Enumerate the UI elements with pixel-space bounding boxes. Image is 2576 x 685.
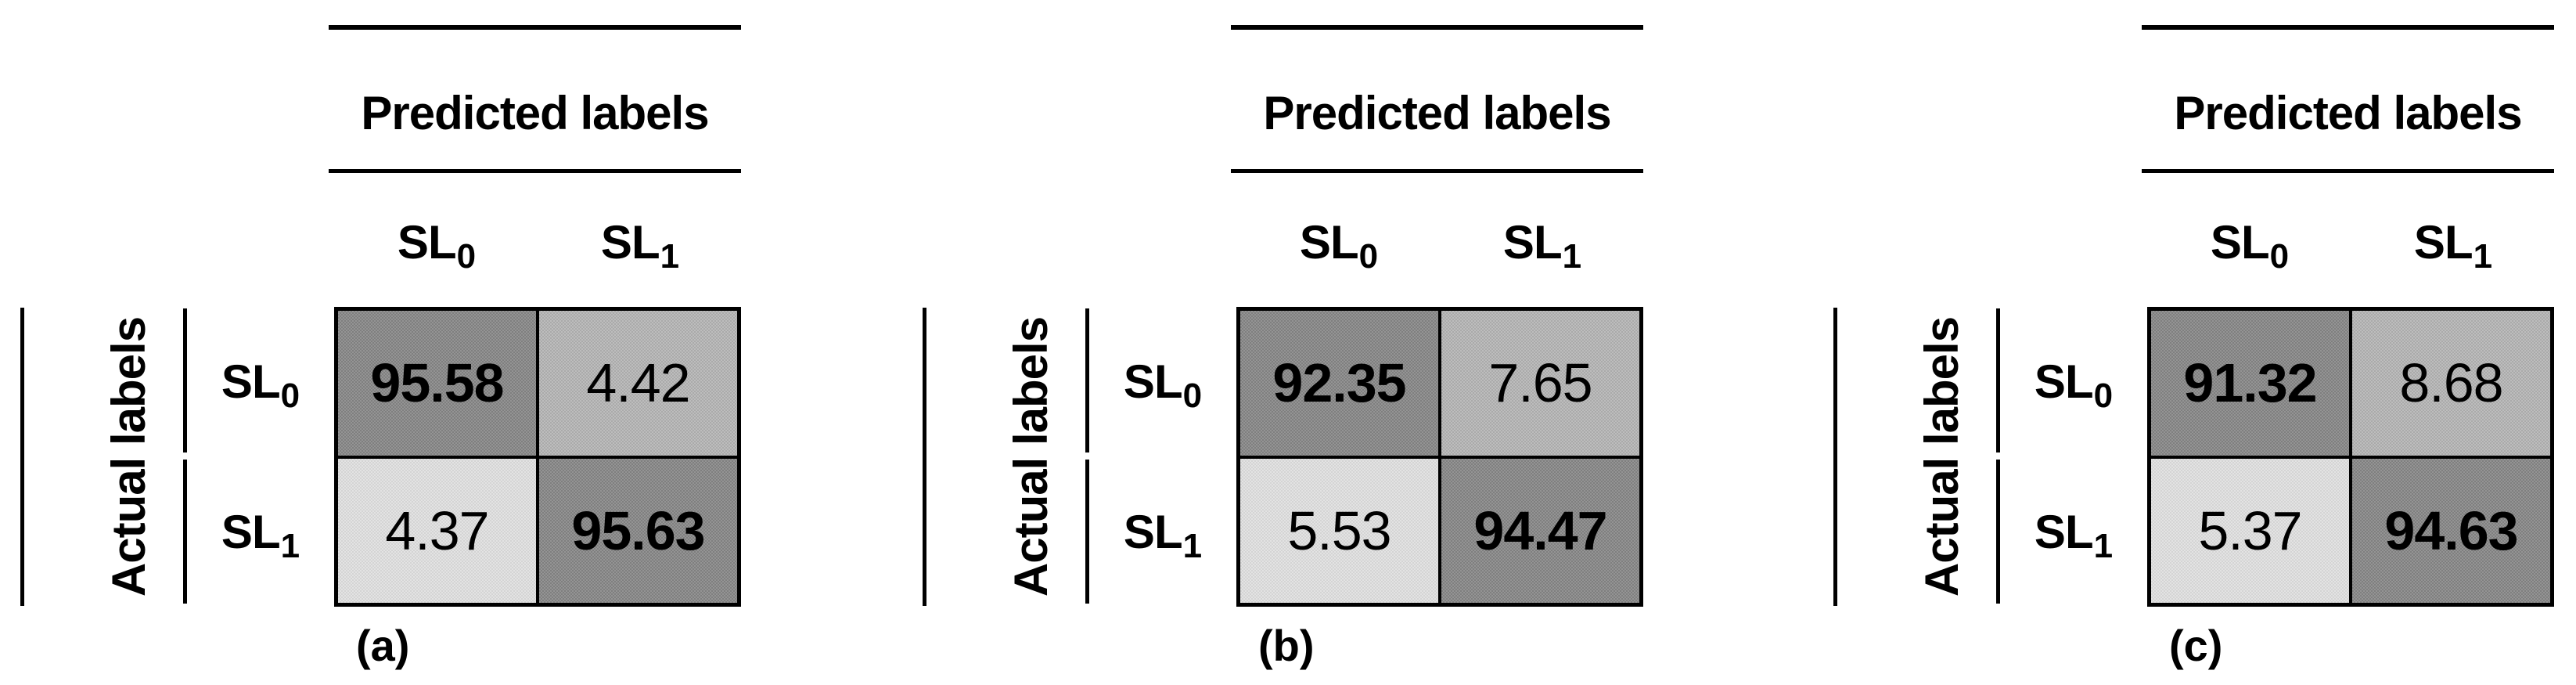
actual-axis-title-text: Actual labels [1005, 316, 1058, 597]
col-header-sl0: SL 0 [397, 216, 476, 276]
row-header-base: SL [2034, 355, 2094, 408]
row-label-rule-top [1996, 308, 2000, 452]
confusion-matrix-panel-a: Predicted labels SL 0 SL 1 Actual labels S… [0, 0, 833, 685]
confusion-matrix-grid: 92.35 7.65 5.53 94.47 [1236, 307, 1643, 607]
row-header-base: SL [221, 355, 281, 408]
col-header-base: SL [1299, 216, 1359, 269]
row-header-base: SL [1123, 355, 1183, 408]
matrix-cell-r0c1: 8.68 [2351, 309, 2552, 457]
matrix-cell-r0c0: 92.35 [1239, 309, 1440, 457]
col-header-sl0: SL 0 [1299, 216, 1378, 276]
predicted-axis-underline [2142, 169, 2554, 173]
predicted-axis-title: Predicted labels [1263, 87, 1611, 139]
actual-axis-title: Actual labels [980, 308, 1082, 606]
col-header-sl1: SL 1 [2413, 216, 2492, 276]
matrix-cell-r0c1: 4.42 [538, 309, 739, 457]
matrix-cell-r0c0: 95.58 [336, 309, 538, 457]
matrix-cell-r1c1: 95.63 [538, 456, 739, 604]
actual-axis-title: Actual labels [1891, 308, 1993, 606]
predicted-axis-overline [1231, 25, 1643, 30]
row-label-rule-top [183, 308, 187, 452]
actual-axis-title-text: Actual labels [103, 316, 156, 597]
col-header-sl1: SL 1 [1502, 216, 1581, 276]
actual-axis-title: Actual labels [78, 308, 180, 606]
confusion-matrix-panel-b: Predicted labels SL 0 SL 1 Actual labels S… [902, 0, 1736, 685]
col-header-sl0: SL 0 [2210, 216, 2289, 276]
panel-caption: (c) [2169, 621, 2223, 670]
actual-axis-spine [1833, 308, 1837, 606]
matrix-cell-r1c0: 4.37 [336, 456, 538, 604]
matrix-cell-r0c0: 91.32 [2150, 309, 2351, 457]
row-header-sl0: SL 0 [1123, 355, 1202, 415]
row-label-rule-top [1085, 308, 1089, 452]
confusion-matrix-grid: 95.58 4.42 4.37 95.63 [334, 307, 741, 607]
row-header-sl0: SL 0 [2034, 355, 2113, 415]
panel-caption: (a) [356, 621, 410, 670]
predicted-axis-overline [2142, 25, 2554, 30]
col-header-base: SL [2413, 216, 2473, 269]
confusion-matrix-panel-c: Predicted labels SL 0 SL 1 Actual labels S… [1813, 0, 2576, 685]
confusion-matrix-grid: 91.32 8.68 5.37 94.63 [2147, 307, 2554, 607]
predicted-axis-underline [329, 169, 741, 173]
matrix-cell-r1c1: 94.63 [2351, 456, 2552, 604]
col-header-base: SL [600, 216, 660, 269]
actual-axis-title-text: Actual labels [1916, 316, 1969, 597]
matrix-cell-r1c1: 94.47 [1440, 456, 1641, 604]
col-header-base: SL [397, 216, 457, 269]
predicted-axis-overline [329, 25, 741, 30]
col-header-base: SL [1502, 216, 1563, 269]
row-header-base: SL [1123, 506, 1183, 558]
matrix-cell-r0c1: 7.65 [1440, 309, 1641, 457]
row-header-sl0: SL 0 [221, 355, 300, 415]
row-label-rule-bottom [183, 460, 187, 604]
row-header-sl1: SL 1 [2034, 506, 2113, 565]
matrix-cell-r1c0: 5.37 [2150, 456, 2351, 604]
row-header-base: SL [2034, 506, 2094, 558]
col-header-sl1: SL 1 [600, 216, 679, 276]
actual-axis-spine [923, 308, 926, 606]
actual-axis-spine [20, 308, 24, 606]
row-header-sl1: SL 1 [221, 506, 300, 565]
col-header-base: SL [2210, 216, 2270, 269]
predicted-axis-underline [1231, 169, 1643, 173]
matrix-cell-r1c0: 5.53 [1239, 456, 1440, 604]
row-label-rule-bottom [1996, 460, 2000, 604]
row-header-base: SL [221, 506, 281, 558]
row-header-sl1: SL 1 [1123, 506, 1202, 565]
row-label-rule-bottom [1085, 460, 1089, 604]
predicted-axis-title: Predicted labels [2174, 87, 2522, 139]
predicted-axis-title: Predicted labels [361, 87, 709, 139]
panel-caption: (b) [1258, 621, 1315, 670]
